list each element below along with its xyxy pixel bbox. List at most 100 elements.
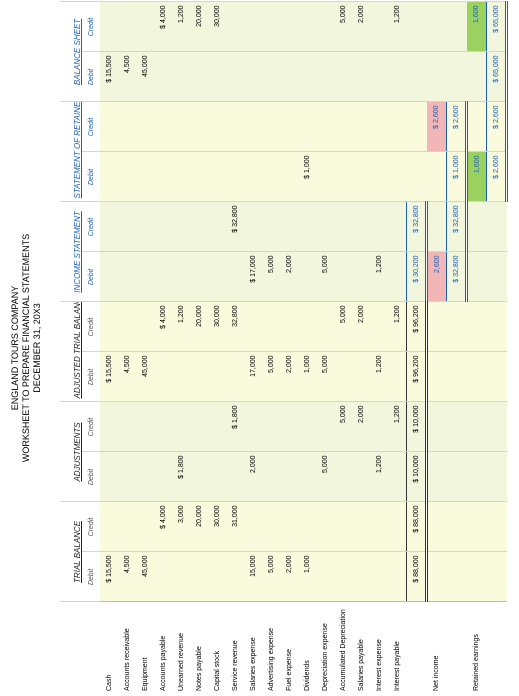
group-header: INCOME STATEMENT bbox=[60, 201, 82, 302]
account: Interest payable bbox=[388, 602, 407, 694]
cell bbox=[118, 151, 136, 202]
cell bbox=[172, 51, 190, 102]
cell bbox=[486, 501, 507, 552]
cell bbox=[486, 401, 507, 452]
cell bbox=[190, 101, 208, 152]
cell bbox=[100, 401, 118, 452]
cell bbox=[388, 201, 407, 252]
cell: $ 2,600 bbox=[446, 101, 467, 152]
cell bbox=[136, 151, 154, 202]
cell bbox=[446, 301, 467, 352]
cell: 4,500 bbox=[118, 51, 136, 102]
group-header: ADJUSTMENTS bbox=[60, 401, 82, 502]
cell bbox=[426, 501, 447, 552]
corner bbox=[60, 602, 82, 694]
cell: $ 32,800 bbox=[406, 201, 427, 252]
cell bbox=[370, 401, 388, 452]
cell bbox=[262, 301, 280, 352]
cell: $ 32,800 bbox=[446, 201, 467, 252]
row: Equipment 45,000 45,000 45,000 bbox=[136, 1, 154, 694]
cell bbox=[334, 351, 352, 402]
cell bbox=[262, 1, 280, 52]
cell: 2,000 bbox=[244, 451, 262, 502]
cell: 1,200 bbox=[388, 301, 407, 352]
cell bbox=[262, 501, 280, 552]
cell bbox=[298, 451, 316, 502]
cell: $ 2,600 bbox=[426, 101, 447, 152]
cell bbox=[446, 451, 467, 502]
cell bbox=[316, 401, 334, 452]
account: Unearned revenue bbox=[172, 602, 190, 694]
cell bbox=[352, 451, 370, 502]
row: Retained earnings 1,600 1,600 bbox=[466, 1, 487, 694]
cell: $ 1,000 bbox=[446, 151, 467, 202]
cell bbox=[280, 101, 298, 152]
row: Salaries payable 2,000 2,000 2,000 bbox=[352, 1, 370, 694]
cell: $ 15,500 bbox=[100, 351, 118, 402]
cell bbox=[154, 101, 172, 152]
cell bbox=[154, 251, 172, 302]
cell: $ 10,000 bbox=[406, 451, 427, 502]
cell bbox=[466, 451, 487, 502]
cell: 20,000 bbox=[190, 301, 208, 352]
cell bbox=[426, 201, 447, 252]
cell bbox=[426, 151, 447, 202]
row: Interest payable 1,200 1,200 1,200 bbox=[388, 1, 407, 694]
cell bbox=[446, 351, 467, 402]
cell bbox=[466, 401, 487, 452]
cell bbox=[298, 201, 316, 252]
cell: 2,000 bbox=[280, 251, 298, 302]
account: Fuel expense bbox=[280, 602, 298, 694]
cell bbox=[466, 251, 487, 302]
cell bbox=[388, 151, 407, 202]
cell bbox=[280, 51, 298, 102]
cell bbox=[208, 351, 226, 402]
cell: 5,000 bbox=[334, 401, 352, 452]
cell bbox=[486, 351, 507, 402]
cell bbox=[208, 201, 226, 252]
cell bbox=[334, 501, 352, 552]
cell: 5,000 bbox=[316, 351, 334, 402]
column-header: Debit bbox=[82, 351, 100, 402]
cell: 1,200 bbox=[388, 1, 407, 52]
cell bbox=[466, 201, 487, 252]
row: Fuel expense 2,000 2,000 2,000 bbox=[280, 1, 298, 694]
cell bbox=[190, 201, 208, 252]
group-header: TRIAL BALANCE bbox=[60, 501, 82, 602]
cell bbox=[208, 552, 226, 602]
cell bbox=[208, 151, 226, 202]
cell bbox=[226, 151, 244, 202]
cell bbox=[136, 1, 154, 52]
cell: 5,000 bbox=[262, 552, 280, 602]
row: Accounts payable $ 4,000 $ 4,000 $ 4,000 bbox=[154, 1, 172, 694]
cell bbox=[406, 51, 427, 102]
cell bbox=[426, 1, 447, 52]
column-header: Debit bbox=[82, 251, 100, 302]
account bbox=[486, 602, 507, 694]
cell bbox=[316, 501, 334, 552]
cell: 45,000 bbox=[136, 351, 154, 402]
cell bbox=[370, 51, 388, 102]
cell bbox=[280, 1, 298, 52]
cell bbox=[352, 351, 370, 402]
cell bbox=[244, 101, 262, 152]
company: ENGLAND TOURS COMPANY bbox=[10, 285, 20, 411]
cell bbox=[316, 151, 334, 202]
cell bbox=[172, 351, 190, 402]
cell: 32,800 bbox=[226, 301, 244, 352]
cell: $ 96,200 bbox=[406, 301, 427, 352]
account: Salaries payable bbox=[352, 602, 370, 694]
cell bbox=[298, 251, 316, 302]
cell bbox=[334, 552, 352, 602]
cell bbox=[190, 251, 208, 302]
cell: 15,000 bbox=[244, 552, 262, 602]
cell bbox=[446, 552, 467, 602]
cell: $ 1,000 bbox=[298, 151, 316, 202]
cell: 45,000 bbox=[136, 51, 154, 102]
cell bbox=[190, 351, 208, 402]
cell bbox=[136, 401, 154, 452]
account: Accounts payable bbox=[154, 602, 172, 694]
cell: 1,200 bbox=[388, 401, 407, 452]
cell bbox=[446, 501, 467, 552]
account: Accumulated Depreciation bbox=[334, 602, 352, 694]
